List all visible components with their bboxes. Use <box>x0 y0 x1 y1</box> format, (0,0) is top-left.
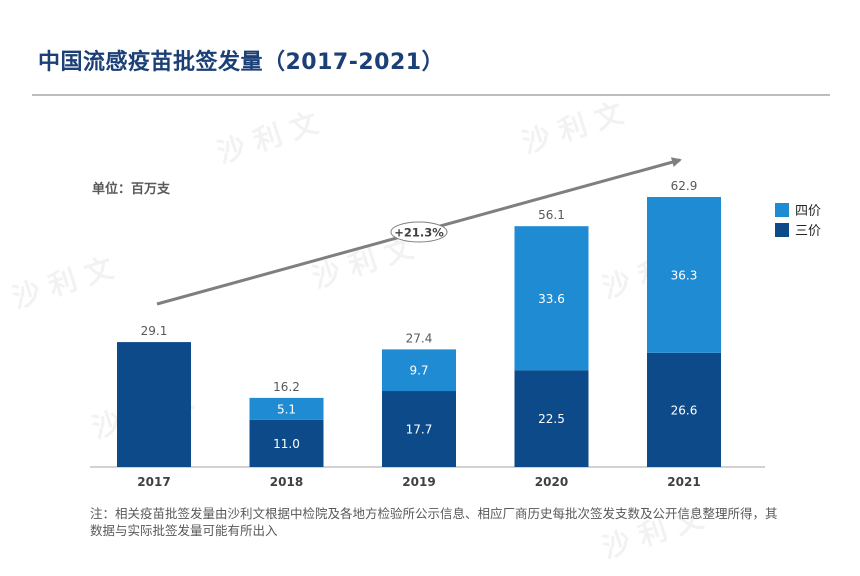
segment-value-label: 36.3 <box>671 268 698 282</box>
bar-segment-quadrivalent <box>514 226 589 371</box>
segment-value-label: 26.6 <box>671 403 698 417</box>
bar-segment-trivalent <box>382 391 456 467</box>
title-divider <box>32 94 830 96</box>
bar-segment-trivalent <box>647 352 721 467</box>
total-value-label: 27.4 <box>406 331 433 345</box>
footnote: 注：相关疫苗批签发量由沙利文根据中检院及各地方检验所公示信息、相应厂商历史每批次… <box>90 506 778 538</box>
bar-segment-trivalent <box>249 419 324 467</box>
legend-swatch <box>775 223 789 237</box>
cagr-label: +21.3% <box>394 226 444 240</box>
legend-swatch <box>775 203 789 217</box>
x-tick-label: 2019 <box>402 475 435 489</box>
unit-label: 单位：百万支 <box>92 182 171 197</box>
bar-segment-trivalent <box>514 370 589 467</box>
total-value-label: 62.9 <box>671 179 698 193</box>
legend-label: 三价 <box>795 224 821 239</box>
segment-value-label: 5.1 <box>277 402 296 416</box>
total-value-label: 56.1 <box>538 208 565 222</box>
segment-value-label: 33.6 <box>538 292 565 306</box>
chart-title: 中国流感疫苗批签发量（2017-2021） <box>38 50 445 75</box>
segment-value-label: 11.0 <box>273 437 300 451</box>
bar-segment-quadrivalent <box>382 349 456 392</box>
segment-value-label: 17.7 <box>406 423 433 437</box>
total-value-label: 29.1 <box>141 324 168 338</box>
legend-label: 四价 <box>795 204 821 219</box>
x-tick-label: 2020 <box>535 475 568 489</box>
bar-segment-quadrivalent <box>249 397 324 420</box>
bar-segment-trivalent <box>117 342 191 467</box>
bar-segment-quadrivalent <box>647 197 721 353</box>
cagr-badge <box>390 221 448 243</box>
x-tick-label: 2017 <box>137 475 170 489</box>
x-tick-label: 2021 <box>667 475 700 489</box>
segment-value-label: 22.5 <box>538 412 565 426</box>
total-value-label: 16.2 <box>273 380 300 394</box>
x-tick-label: 2018 <box>270 475 303 489</box>
segment-value-label: 9.7 <box>409 364 428 378</box>
